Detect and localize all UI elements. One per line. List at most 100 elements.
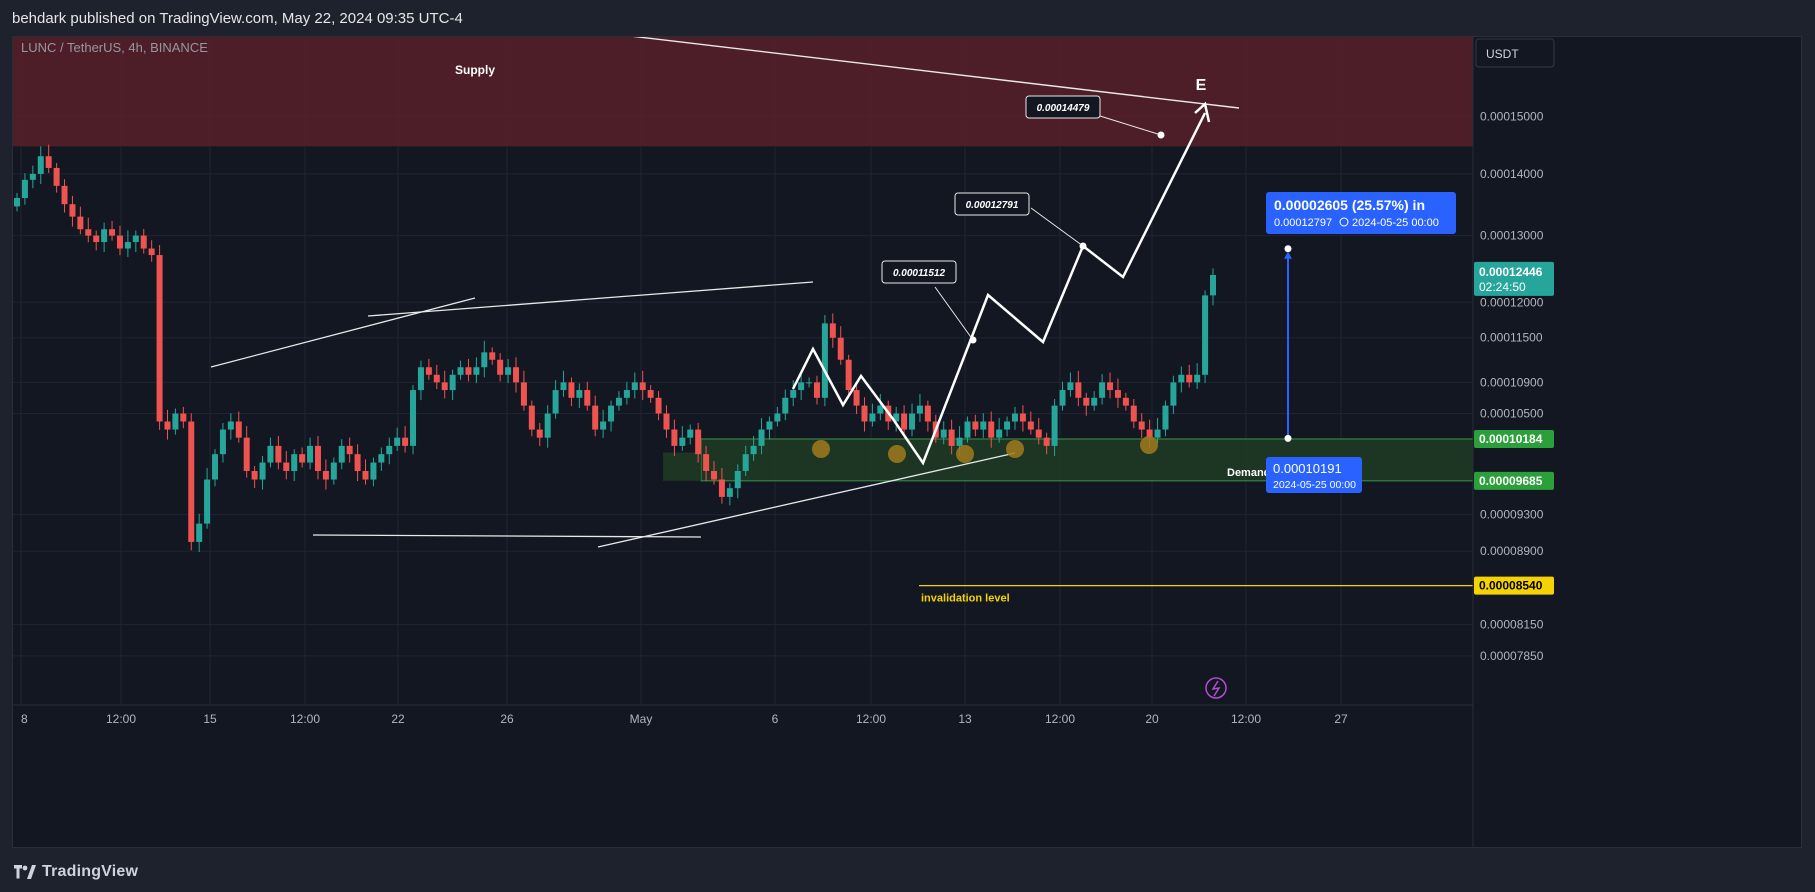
candle-body [322, 470, 329, 480]
candle [259, 455, 266, 490]
zones-layer: Supply Demand invalidation level [13, 37, 1474, 605]
candle-body [718, 479, 725, 497]
candle [291, 449, 298, 482]
candle [1091, 391, 1098, 411]
candle-body [964, 421, 971, 438]
candle [996, 417, 1003, 443]
candle-body [972, 421, 979, 430]
candle-body [140, 235, 147, 249]
candle [338, 439, 345, 470]
candle-body [916, 405, 923, 414]
candle [132, 230, 139, 253]
candle-body [346, 445, 353, 455]
footer-bar: TradingView [0, 852, 1815, 892]
candle [61, 179, 68, 213]
price-chart[interactable]: Supply Demand invalidation level 0.0001151… [13, 30, 1801, 847]
candle-body [663, 413, 670, 430]
candle-body [655, 397, 662, 414]
candle [275, 435, 282, 470]
candle [299, 447, 306, 468]
candle-body [180, 413, 187, 422]
candle [988, 411, 995, 448]
time-tick-label: 26 [500, 712, 514, 726]
demand-touch-4 [1006, 440, 1024, 458]
candle-body [608, 405, 615, 422]
candle [1107, 372, 1114, 399]
candle [314, 435, 321, 480]
candle [1162, 400, 1169, 437]
candle [235, 411, 242, 443]
candle [520, 370, 527, 411]
chart-frame[interactable]: Supply Demand invalidation level 0.0001151… [12, 30, 1802, 848]
candle-body [1154, 429, 1161, 438]
candle-body [1138, 421, 1145, 430]
projection-point-2 [1079, 242, 1087, 250]
candle [655, 391, 662, 421]
candle-body [132, 235, 139, 243]
candle-body [806, 382, 813, 384]
candle-body [1091, 397, 1098, 406]
candle [196, 513, 203, 552]
candle-body [148, 248, 155, 256]
candle [148, 240, 155, 262]
lightning-bolt-icon [1211, 680, 1221, 697]
measure-sub-date: 2024-05-25 00:00 [1352, 217, 1439, 229]
candle [124, 230, 131, 257]
candle-body [116, 235, 123, 249]
time-tick-label: May [630, 712, 653, 726]
price-tick-label: 0.00010500 [1480, 407, 1544, 421]
candle-body [703, 454, 710, 471]
candle [212, 449, 219, 487]
projection-callout-label: 0.00012791 [966, 200, 1019, 211]
candle [536, 422, 543, 447]
publisher-bar: behdark published on TradingView.com, Ma… [0, 0, 1815, 36]
candle-body [750, 445, 757, 455]
horizontal-support-line [312, 534, 702, 538]
price-level-badge [1474, 429, 1554, 448]
candle-body [536, 429, 543, 438]
candle-body [695, 429, 702, 455]
candle-body [512, 367, 519, 383]
candle [85, 217, 92, 243]
candle [869, 403, 876, 427]
symbol-legend: LUNC / TetherUS, 4h, BINANCE [21, 40, 208, 55]
time-tick-label: 8 [21, 712, 28, 726]
candle [790, 380, 797, 407]
candle-body [1130, 405, 1137, 422]
price-tick-label: 0.00008900 [1480, 544, 1544, 558]
candle-body [212, 454, 219, 480]
candle-body [314, 445, 321, 471]
candle-body [980, 421, 987, 430]
candle [837, 326, 844, 365]
candle-body [338, 445, 345, 463]
candle [1186, 364, 1193, 388]
demand-zone-extension [663, 452, 701, 481]
candle-body [196, 523, 203, 542]
candle-body [1019, 413, 1026, 422]
candle [140, 228, 147, 254]
projection-point-3 [1157, 131, 1165, 139]
candle [322, 459, 329, 490]
price-tick-label: 0.00009300 [1480, 508, 1544, 522]
candle-body [576, 390, 583, 398]
candle-body [386, 445, 393, 455]
candle [711, 461, 718, 485]
time-tick-label: 12:00 [290, 712, 320, 726]
candle [77, 206, 84, 235]
candle [1202, 290, 1209, 384]
candle [695, 422, 702, 463]
candle-body [69, 204, 76, 217]
candle [608, 400, 615, 432]
rising-support-trendline [597, 452, 1016, 548]
candle-body [101, 229, 108, 243]
candle-body [1114, 390, 1121, 398]
candle [726, 483, 733, 506]
candle [251, 466, 258, 488]
demand-touch-3 [956, 445, 974, 463]
candle [497, 353, 504, 382]
candle [1083, 392, 1090, 416]
candle-body [45, 156, 52, 168]
candle-body [267, 445, 274, 463]
candle [172, 408, 179, 435]
candle [93, 230, 100, 251]
